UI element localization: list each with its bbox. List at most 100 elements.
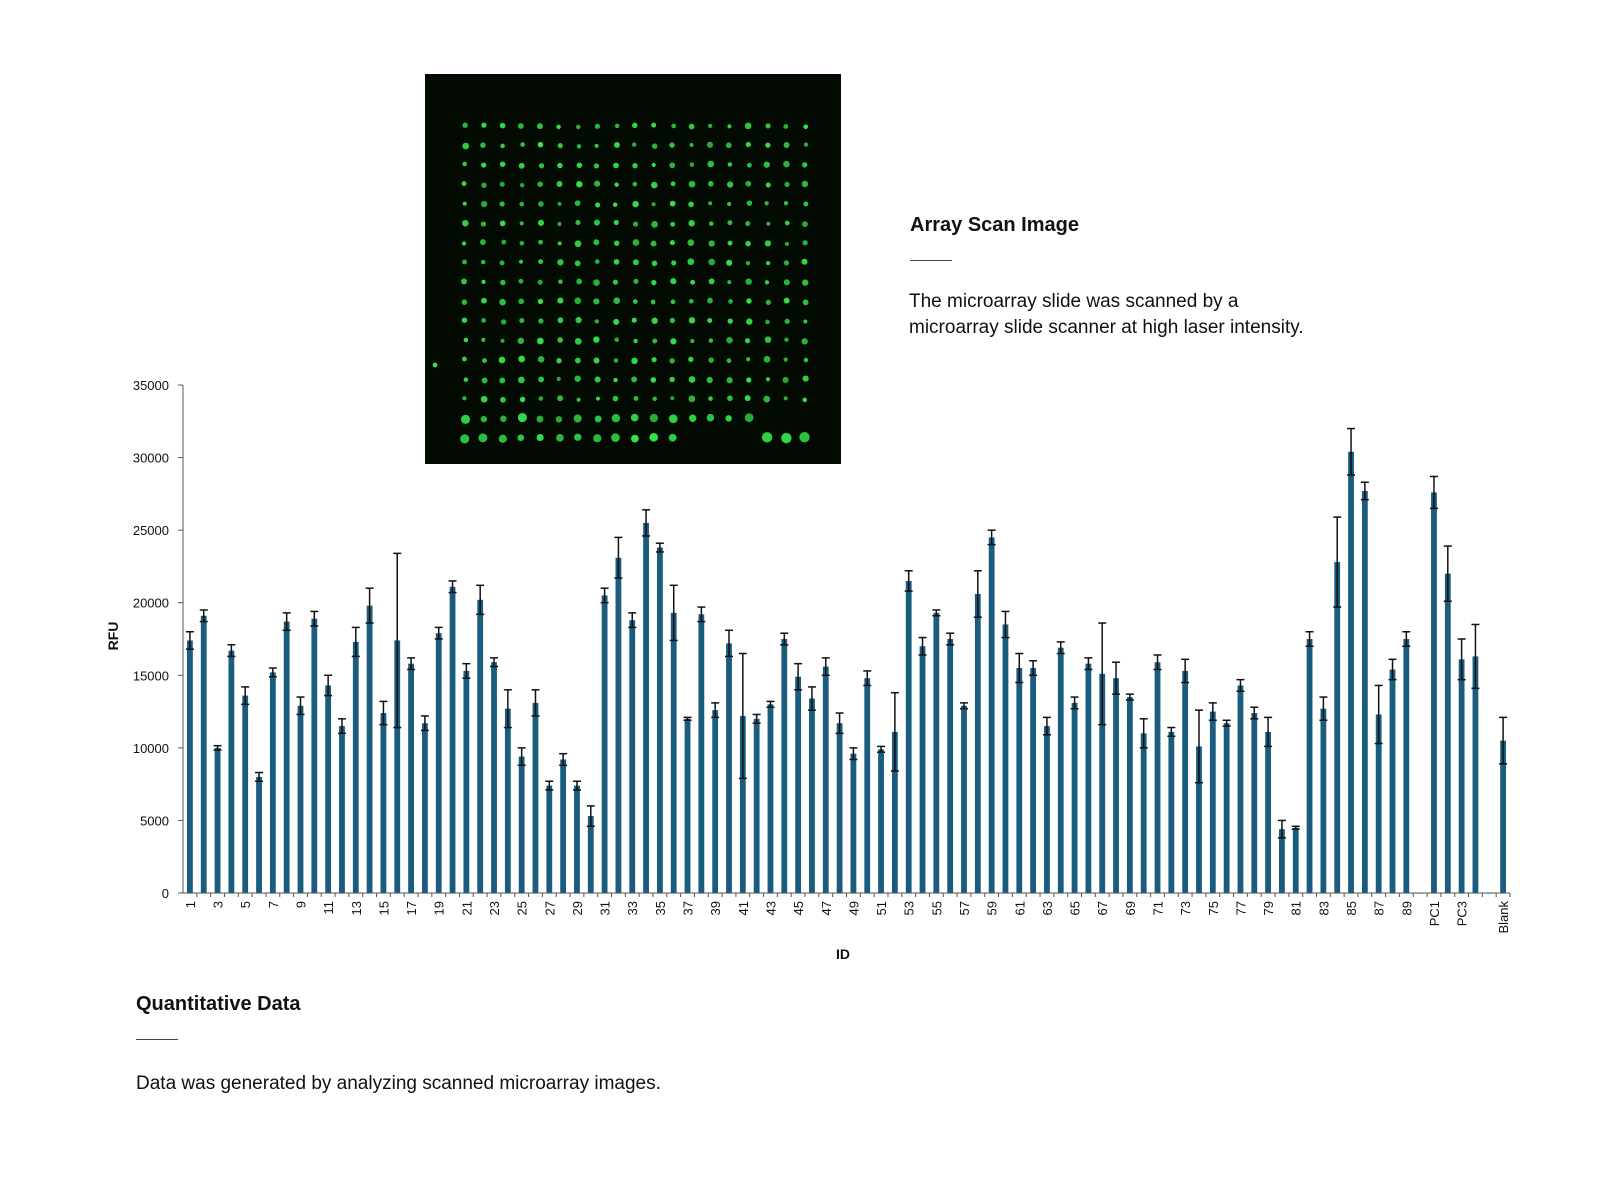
array-spot: [764, 240, 772, 247]
bar-81: [1292, 827, 1299, 893]
error-bar-16: [393, 552, 402, 729]
array-spot: [613, 318, 620, 325]
error-bar-82: [1305, 630, 1314, 648]
x-axis-tick-label: 47: [819, 901, 834, 915]
error-bar-71: [1153, 654, 1162, 671]
x-axis-tick-label: 69: [1123, 901, 1138, 915]
array-spot: [499, 201, 505, 207]
array-spot: [519, 396, 526, 403]
error-bar-25: [517, 747, 526, 767]
array-spot: [500, 396, 506, 403]
array-spot: [500, 143, 505, 149]
scan-description-line-1: The microarray slide was scanned by a: [909, 291, 1239, 312]
array-spot: [538, 396, 544, 401]
array-spot: [556, 358, 562, 364]
array-spot: [462, 396, 467, 401]
array-spot: [802, 162, 808, 168]
array-spot: [669, 358, 675, 364]
array-spot: [708, 258, 716, 266]
array-spot: [460, 414, 471, 424]
error-bar-35: [655, 542, 664, 553]
bar-26: [532, 702, 539, 893]
array-spot: [613, 297, 621, 305]
array-spot: [613, 377, 618, 383]
array-spot: [613, 358, 619, 363]
array-spot: [593, 298, 600, 305]
error-bar-30: [586, 805, 595, 827]
array-spot: [802, 221, 808, 228]
y-axis-tick-label: 10000: [133, 741, 169, 756]
array-spot: [651, 122, 657, 128]
error-bar-74: [1194, 709, 1203, 784]
bar-37: [684, 718, 691, 893]
bar-69: [1126, 697, 1133, 893]
error-bar-58: [973, 570, 982, 618]
array-spot: [556, 376, 561, 381]
error-bar-2: [199, 609, 208, 623]
array-spot: [518, 278, 524, 284]
array-spot: [574, 357, 581, 364]
array-spot: [481, 377, 488, 384]
bar-28: [560, 759, 567, 893]
x-axis-tick-label: 45: [791, 901, 806, 915]
array-spot: [687, 258, 695, 266]
error-bar-67: [1098, 622, 1107, 726]
bar-74: [1196, 746, 1202, 893]
array-spot: [688, 395, 696, 403]
bar-31: [601, 595, 608, 893]
error-bar-88: [1388, 658, 1397, 681]
array-spot: [613, 162, 619, 169]
array-spot: [669, 200, 676, 207]
microarray-spots: [432, 122, 810, 444]
array-spot: [670, 181, 676, 187]
x-axis-tick-label: 19: [432, 901, 447, 915]
error-bar-69: [1125, 693, 1134, 701]
array-spot: [593, 434, 602, 443]
array-spot: [669, 142, 675, 148]
array-spot: [669, 162, 676, 169]
error-bar-62: [1029, 660, 1038, 677]
chart-axes: [178, 384, 1511, 897]
array-spot: [764, 280, 770, 285]
array-spot: [708, 201, 713, 206]
array-spot: [593, 279, 600, 287]
array-spot: [481, 279, 486, 285]
bar-63: [1044, 726, 1050, 893]
array-spot: [649, 413, 659, 423]
array-spot: [557, 317, 564, 324]
x-axis-tick-label: 33: [625, 901, 640, 915]
x-axis-tick-label: 27: [542, 901, 557, 915]
array-spot: [746, 318, 753, 325]
array-spot: [764, 336, 772, 343]
array-spot: [783, 124, 789, 129]
y-axis-tick-label: 20000: [133, 596, 169, 611]
array-spot: [784, 337, 789, 342]
array-spot: [726, 181, 734, 188]
error-bar-17: [407, 657, 416, 671]
x-axis-tick-label: 79: [1261, 901, 1276, 915]
x-axis-title: ID: [836, 946, 850, 962]
error-bar-14: [365, 587, 374, 624]
array-spot: [632, 181, 638, 187]
bar-53: [905, 580, 912, 893]
array-spot: [746, 200, 753, 206]
array-spot: [536, 415, 544, 423]
array-spot: [708, 240, 715, 247]
x-axis-tick-label: 21: [459, 901, 474, 915]
x-axis-tick-label: 37: [681, 901, 696, 915]
x-axis-tick-label: 85: [1344, 901, 1359, 915]
array-spot: [500, 319, 507, 325]
bar-78: [1251, 713, 1258, 893]
array-spot: [727, 124, 732, 129]
error-bar-54: [918, 636, 927, 656]
array-spot: [727, 162, 733, 167]
bar-48: [836, 723, 843, 893]
error-bar-48: [835, 712, 844, 735]
quant-title-underline: [136, 1039, 178, 1040]
y-axis-tick-labels: 0 5000 10000 15000 20000 25000 30000 35000: [133, 378, 169, 901]
array-spot: [480, 395, 488, 403]
bar-51: [878, 749, 884, 893]
array-spot: [612, 395, 619, 402]
bar-30: [587, 816, 594, 893]
array-spot: [537, 141, 544, 148]
